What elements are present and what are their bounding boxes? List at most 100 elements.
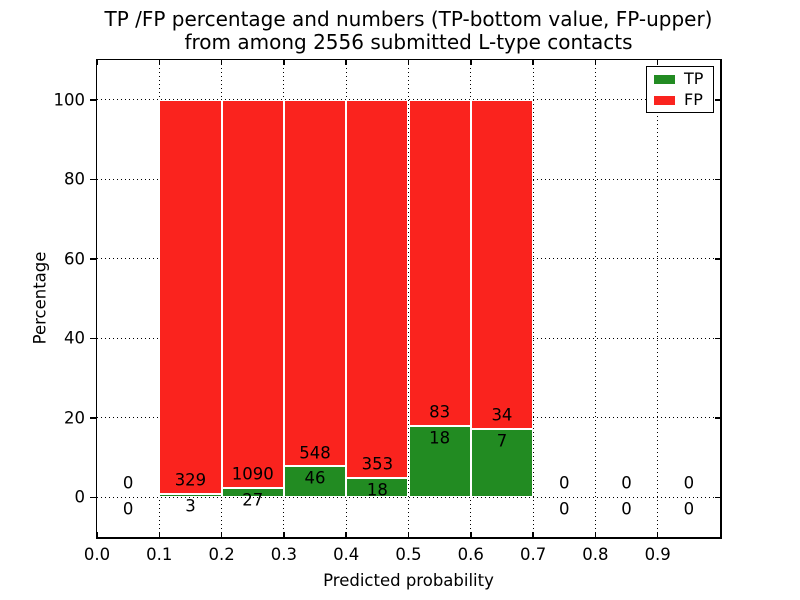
tp-count-label: 3 — [185, 496, 196, 516]
fp-count-label: 353 — [361, 454, 394, 474]
fp-bar — [159, 99, 222, 494]
x-tick-label: 0.7 — [519, 545, 547, 564]
tp-bar — [283, 466, 347, 498]
x-tick-mark-top — [470, 60, 472, 65]
legend-item-fp: FP — [654, 92, 713, 108]
x-tick-mark-top — [656, 60, 659, 65]
y-tick-mark-right — [715, 496, 720, 498]
y-tick-mark-left — [89, 99, 96, 101]
fp-bar — [470, 99, 534, 430]
y-tick-mark-right — [715, 99, 720, 101]
x-gridline — [532, 60, 534, 537]
fp-bar — [408, 99, 471, 427]
y-tick-mark-right — [715, 417, 720, 419]
x-tick-label: 0.5 — [395, 545, 422, 564]
tp-count-label: 18 — [429, 428, 451, 448]
x-tick-label: 0.3 — [270, 545, 298, 564]
tp-count-label: 46 — [304, 468, 326, 488]
x-tick-mark-top — [158, 60, 161, 65]
y-tick-mark-left — [89, 417, 96, 419]
tp-count-label: 0 — [559, 499, 570, 519]
x-tick-mark-top — [96, 60, 98, 65]
x-tick-mark-bottom — [594, 532, 597, 537]
fp-count-label: 329 — [174, 470, 207, 490]
x-tick-mark-bottom — [532, 532, 534, 537]
tp-swatch-icon — [654, 74, 675, 84]
x-tick-label: 0.0 — [83, 545, 111, 564]
tp-count-label: 18 — [366, 480, 388, 500]
x-tick-mark-bottom — [345, 532, 347, 537]
x-tick-mark-top — [407, 60, 410, 65]
chart-title: TP /FP percentage and numbers (TP-bottom… — [97, 8, 720, 54]
chart-title-line-2: from among 2556 submitted L-type contact… — [184, 30, 633, 54]
x-tick-mark-bottom — [158, 532, 161, 537]
x-tick-label: 0.4 — [333, 545, 360, 564]
y-tick-mark-right — [715, 337, 720, 339]
x-gridline — [657, 60, 659, 537]
x-tick-mark-top — [532, 60, 534, 65]
legend: TP FP — [646, 66, 714, 113]
y-tick-label: 100 — [53, 90, 86, 110]
x-tick-label: 0.1 — [146, 545, 173, 564]
x-tick-mark-bottom — [96, 532, 98, 537]
y-tick-mark-left — [89, 496, 96, 498]
tp-count-label: 7 — [496, 431, 508, 451]
x-tick-mark-bottom — [220, 532, 223, 537]
fp-bar — [221, 99, 284, 488]
chart-title-line-1: TP /FP percentage and numbers (TP-bottom… — [104, 7, 713, 31]
fp-count-label: 34 — [491, 405, 513, 425]
fp-count-label: 0 — [559, 473, 570, 493]
x-tick-label: 0.6 — [457, 545, 484, 564]
fp-bar — [346, 99, 409, 478]
x-tick-mark-top — [220, 60, 223, 65]
x-tick-mark-bottom — [407, 532, 410, 537]
x-tick-mark-bottom — [283, 532, 285, 537]
y-tick-label: 20 — [64, 408, 85, 428]
right-spine — [720, 58, 722, 539]
x-tick-label: 0.8 — [582, 545, 609, 564]
y-tick-label: 40 — [64, 328, 85, 348]
fp-count-label: 83 — [429, 402, 451, 422]
top-spine — [95, 58, 722, 60]
tp-count-label: 0 — [122, 499, 134, 519]
fp-count-label: 0 — [683, 473, 695, 493]
x-tick-mark-top — [594, 60, 597, 65]
x-gridline — [594, 60, 596, 537]
x-tick-label: 0.9 — [644, 545, 671, 564]
y-tick-label: 0 — [74, 487, 86, 507]
fp-count-label: 0 — [621, 473, 632, 493]
tp-count-label: 0 — [621, 499, 632, 519]
x-tick-mark-bottom — [470, 532, 472, 537]
bottom-spine — [95, 537, 722, 539]
fp-bar — [283, 99, 347, 467]
legend-item-tp: TP — [654, 71, 713, 87]
tp-count-label: 0 — [683, 499, 695, 519]
fp-count-label: 548 — [299, 443, 331, 463]
y-tick-mark-left — [89, 337, 96, 339]
y-axis-label: Percentage — [30, 251, 50, 345]
x-axis-label: Predicted probability — [323, 571, 494, 590]
tp-bar — [159, 493, 222, 498]
left-spine — [95, 58, 97, 539]
legend-label: TP — [684, 69, 704, 88]
tp-bar — [470, 429, 534, 498]
tp-bar — [408, 426, 471, 498]
x-tick-mark-top — [345, 60, 347, 65]
y-tick-label: 80 — [64, 169, 85, 189]
x-tick-mark-top — [283, 60, 285, 65]
y-tick-mark-left — [89, 178, 96, 180]
plot-area: TP FP 0.0 0.1 0.2 0.3 0.4 0.5 0.6 0.7 0.8 0.9 0 20 40… — [54, 58, 722, 564]
x-tick-label: 0.2 — [208, 545, 235, 564]
tp-bar — [346, 477, 409, 498]
y-tick-mark-left — [89, 258, 96, 260]
x-tick-mark-bottom — [656, 532, 659, 537]
y-tick-label: 60 — [64, 249, 85, 269]
y-tick-mark-right — [715, 258, 720, 260]
legend-label: FP — [684, 90, 703, 109]
tp-bar — [221, 487, 284, 498]
fp-swatch-icon — [654, 95, 675, 105]
tp-count-label: 27 — [242, 490, 264, 510]
y-gridline — [97, 496, 720, 498]
fp-count-label: 0 — [122, 473, 134, 493]
